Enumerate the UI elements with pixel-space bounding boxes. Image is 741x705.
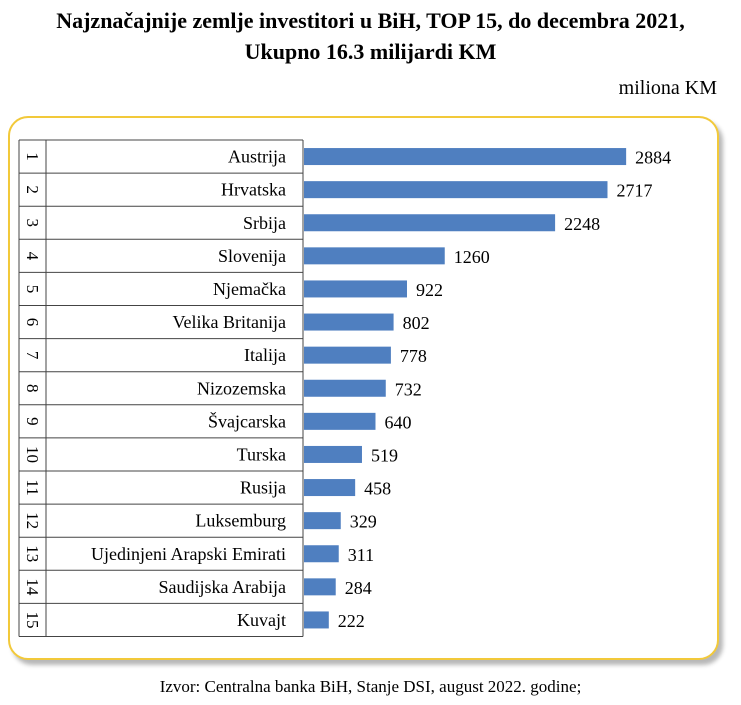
data-label: 640 bbox=[384, 412, 411, 432]
rank-label: 14 bbox=[23, 578, 42, 596]
rank-label: 8 bbox=[23, 384, 42, 393]
rank-label: 4 bbox=[23, 252, 42, 261]
data-label: 2884 bbox=[635, 148, 671, 168]
data-label: 329 bbox=[350, 512, 377, 532]
category-label: Ujedinjeni Arapski Emirati bbox=[91, 544, 286, 564]
data-label: 732 bbox=[395, 379, 422, 399]
bar bbox=[304, 181, 608, 199]
category-label: Hrvatska bbox=[221, 180, 286, 200]
rank-label: 13 bbox=[23, 545, 42, 562]
bar bbox=[304, 545, 339, 563]
rank-label: 9 bbox=[23, 417, 42, 426]
category-label: Švajcarska bbox=[208, 410, 286, 431]
bar bbox=[304, 445, 362, 463]
bar bbox=[304, 611, 329, 629]
bar bbox=[304, 247, 445, 265]
rank-label: 6 bbox=[23, 318, 42, 327]
bar bbox=[304, 148, 627, 166]
data-label: 2717 bbox=[616, 181, 652, 201]
data-label: 1260 bbox=[454, 247, 490, 267]
rank-label: 2 bbox=[23, 185, 42, 194]
category-label: Srbija bbox=[243, 213, 286, 233]
bar bbox=[304, 479, 356, 497]
data-label: 802 bbox=[403, 313, 430, 333]
data-label: 922 bbox=[416, 280, 443, 300]
category-label: Saudijska Arabija bbox=[159, 577, 286, 597]
data-label: 778 bbox=[400, 346, 427, 366]
bar bbox=[304, 346, 391, 364]
category-label: Velika Britanija bbox=[173, 312, 286, 332]
category-label: Luksemburg bbox=[195, 511, 286, 531]
bar bbox=[304, 313, 394, 331]
rank-label: 15 bbox=[23, 611, 42, 628]
data-label: 2248 bbox=[564, 214, 600, 234]
category-label: Italija bbox=[244, 345, 286, 365]
chart-subtitle: Ukupno 16.3 milijardi KM bbox=[244, 39, 497, 64]
data-label: 222 bbox=[338, 611, 365, 631]
bar bbox=[304, 512, 341, 530]
data-label: 519 bbox=[371, 445, 398, 465]
category-label: Austrija bbox=[228, 147, 286, 167]
rank-label: 5 bbox=[23, 285, 42, 294]
source-note: Izvor: Centralna banka BiH, Stanje DSI, … bbox=[159, 677, 582, 696]
rank-label: 10 bbox=[23, 446, 42, 463]
rank-label: 11 bbox=[23, 479, 42, 495]
bar bbox=[304, 412, 376, 430]
category-label: Nizozemska bbox=[197, 378, 286, 398]
category-label: Kuvajt bbox=[237, 610, 286, 630]
category-label: Njemačka bbox=[213, 279, 286, 299]
bar bbox=[304, 578, 336, 596]
data-label: 458 bbox=[364, 479, 391, 499]
category-label: Rusija bbox=[240, 478, 286, 498]
rank-label: 1 bbox=[23, 152, 42, 161]
category-label: Slovenija bbox=[218, 246, 286, 266]
bar bbox=[304, 214, 556, 232]
data-label: 284 bbox=[345, 578, 372, 598]
chart-title: Najznačajnije zemlje investitori u BiH, … bbox=[56, 8, 685, 33]
bar bbox=[304, 379, 386, 397]
rank-label: 7 bbox=[23, 351, 42, 360]
rank-label: 3 bbox=[23, 219, 42, 228]
unit-label: miliona KM bbox=[618, 77, 717, 99]
category-label: Turska bbox=[237, 444, 286, 464]
bar bbox=[304, 280, 407, 298]
rank-label: 12 bbox=[23, 512, 42, 529]
data-label: 311 bbox=[348, 545, 374, 565]
